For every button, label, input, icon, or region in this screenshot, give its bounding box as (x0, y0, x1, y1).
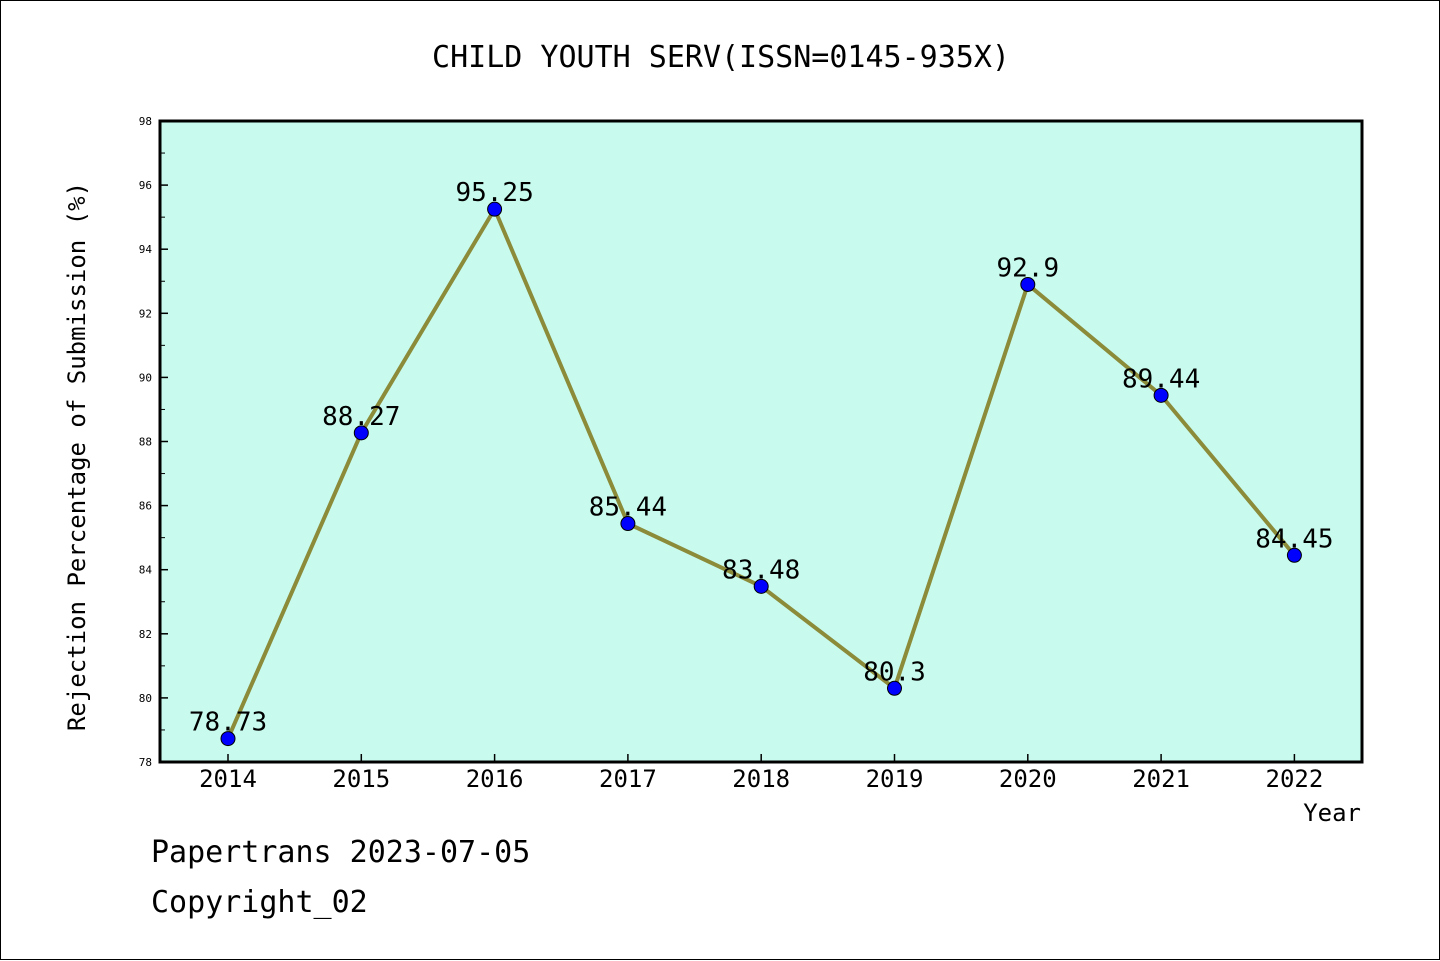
data-point (220, 731, 236, 747)
x-tick-label: 2018 (732, 765, 790, 793)
x-axis-label: Year (1303, 799, 1361, 827)
data-point (620, 516, 636, 532)
x-tick-label: 2017 (599, 765, 657, 793)
data-point (887, 680, 902, 696)
footer-copyright-text: Copyright_02 (151, 885, 368, 920)
y-tick-label: 92 (139, 307, 152, 320)
y-tick-label: 94 (139, 243, 153, 256)
y-tick-label: 86 (139, 500, 152, 513)
footer-date-text: Papertrans 2023-07-05 (151, 835, 531, 870)
y-tick-label: 98 (139, 115, 152, 128)
y-tick-label: 82 (139, 628, 152, 641)
data-label: 83.48 (722, 555, 800, 585)
x-tick-label: 2021 (1132, 765, 1190, 793)
data-point (1153, 387, 1169, 403)
y-tick-label: 84 (139, 564, 153, 577)
y-tick-label: 96 (139, 179, 152, 192)
data-label: 89.44 (1122, 364, 1200, 394)
x-tick-label: 2019 (866, 765, 924, 793)
x-tick-label: 2022 (1266, 765, 1324, 793)
data-label: 88.27 (322, 402, 400, 432)
data-label: 78.73 (189, 708, 267, 738)
data-label: 85.44 (589, 493, 667, 523)
x-tick-label: 2015 (332, 765, 390, 793)
data-point (1020, 276, 1036, 292)
data-point (753, 578, 769, 594)
series-layer: 78.73 88.27 95.25 85.44 83.48 80.3 92.9 89.44 84… (189, 178, 1334, 747)
data-point (1286, 547, 1302, 563)
y-tick-label: 78 (139, 756, 152, 769)
y-axis: 78 80 82 84 86 88 90 92 94 96 98 (139, 115, 168, 769)
y-tick-label: 88 (139, 436, 152, 449)
plot-area (158, 119, 1364, 764)
data-label: 95.25 (455, 178, 533, 208)
y-axis-label: Rejection Percentage of Submission (%) (63, 182, 91, 731)
data-label: 80.3 (863, 657, 926, 687)
chart-title: CHILD YOUTH SERV(ISSN=0145-935X) (432, 40, 1010, 75)
x-axis: 2014 2015 2016 2017 2018 2019 2020 2021 2022 (199, 754, 1323, 793)
data-point (487, 201, 503, 217)
x-tick-label: 2020 (999, 765, 1057, 793)
x-tick-label: 2014 (199, 765, 257, 793)
y-tick-label: 90 (139, 371, 152, 384)
data-point (353, 425, 369, 441)
data-label: 84.45 (1255, 524, 1333, 554)
x-tick-label: 2016 (466, 765, 524, 793)
data-label: 92.9 (996, 253, 1059, 283)
y-tick-label: 80 (139, 692, 152, 705)
